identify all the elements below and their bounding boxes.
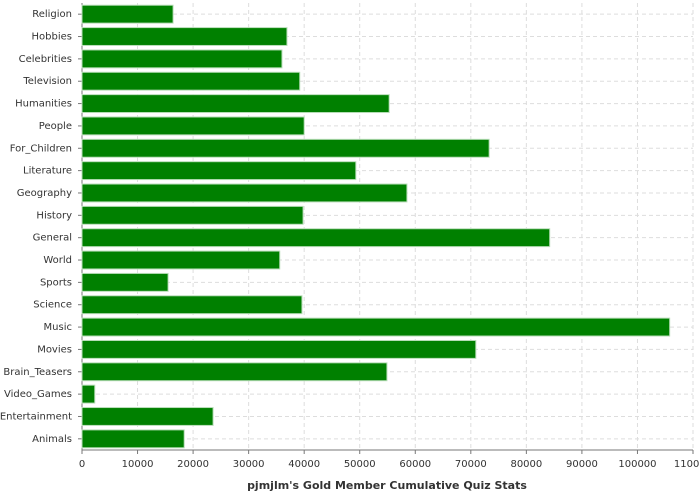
- y-tick-label: Brain_Teasers: [3, 367, 72, 378]
- y-tick-label: Animals: [32, 434, 72, 445]
- y-tick-label: Science: [33, 300, 72, 311]
- bar: [81, 272, 169, 292]
- y-tick-label: Video_Games: [4, 389, 72, 400]
- bar: [81, 317, 671, 337]
- x-tick-label: 100000: [618, 459, 656, 470]
- y-tick-label: Religion: [32, 9, 72, 20]
- y-tick-label: Humanities: [15, 99, 72, 110]
- bar: [81, 407, 214, 426]
- bar: [81, 138, 490, 158]
- y-tick-label: Entertainment: [0, 411, 72, 422]
- plot-area: [82, 3, 693, 450]
- y-tick-label: Sports: [40, 277, 72, 288]
- y-tick-label: Geography: [17, 188, 72, 199]
- bar: [81, 384, 96, 404]
- bar: [81, 295, 303, 315]
- x-tick-label: 0: [79, 459, 85, 470]
- bar: [81, 205, 304, 225]
- bar: [81, 429, 185, 449]
- bar: [81, 183, 408, 203]
- y-tick-label: Music: [44, 322, 72, 333]
- y-tick-label: History: [36, 210, 72, 221]
- x-tick-label: 90000: [566, 459, 598, 470]
- y-tick-label: Celebrities: [19, 54, 72, 65]
- x-tick-label: 60000: [399, 459, 431, 470]
- x-tick-label: 50000: [344, 459, 376, 470]
- y-tick-label: Hobbies: [32, 32, 72, 43]
- x-tick-label: 40000: [288, 459, 320, 470]
- bar: [81, 27, 288, 46]
- x-tick-label: 30000: [233, 459, 265, 470]
- x-tick-label: 20000: [177, 459, 209, 470]
- y-tick-label: World: [43, 255, 72, 266]
- x-tick-label: 110000: [674, 459, 700, 470]
- bar: [81, 71, 301, 91]
- bar: [81, 250, 281, 270]
- bar: [81, 339, 477, 359]
- y-tick-label: For_Children: [10, 143, 72, 154]
- bar: [81, 362, 388, 382]
- bar: [81, 94, 390, 114]
- x-tick-label: 10000: [122, 459, 154, 470]
- y-tick-label: Literature: [23, 166, 72, 177]
- bar: [81, 228, 551, 248]
- y-tick-label: People: [39, 121, 72, 132]
- y-tick-label: General: [33, 233, 72, 244]
- x-tick-label: 70000: [455, 459, 487, 470]
- y-tick-label: Television: [22, 76, 72, 87]
- y-tick-label: Movies: [37, 344, 72, 355]
- x-tick-label: 80000: [510, 459, 542, 470]
- bar: [81, 4, 174, 24]
- bar: [81, 116, 305, 136]
- bar: [81, 161, 357, 181]
- x-axis-title: pjmjlm's Gold Member Cumulative Quiz Sta…: [247, 479, 527, 492]
- bar: [81, 49, 283, 69]
